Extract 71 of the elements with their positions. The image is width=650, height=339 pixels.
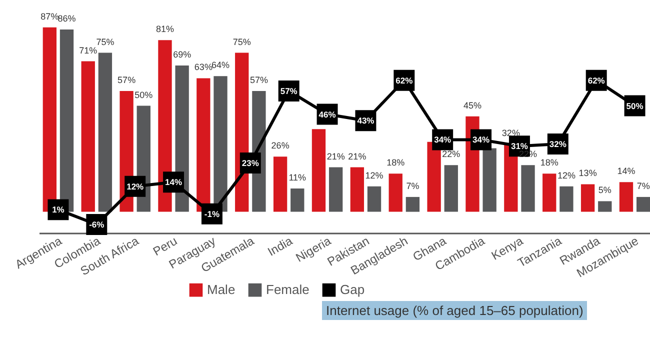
data-label: 5% bbox=[598, 185, 612, 196]
data-label: 57% bbox=[280, 86, 298, 96]
data-label: 75% bbox=[232, 36, 251, 47]
bar bbox=[388, 174, 402, 212]
data-label: -1% bbox=[204, 208, 220, 219]
data-label: 32% bbox=[502, 128, 520, 138]
data-label: 71% bbox=[79, 45, 98, 56]
data-label: 31% bbox=[510, 141, 528, 152]
bar bbox=[350, 167, 364, 212]
data-label: 50% bbox=[134, 90, 153, 100]
data-label: 86% bbox=[58, 13, 76, 24]
bar bbox=[560, 186, 574, 212]
bar bbox=[580, 184, 595, 212]
bar bbox=[542, 174, 556, 212]
bar bbox=[290, 188, 304, 212]
data-label: 50% bbox=[626, 100, 644, 111]
data-label: 12% bbox=[126, 181, 144, 192]
bar bbox=[367, 186, 382, 212]
legend-label: Female bbox=[266, 282, 310, 298]
bar bbox=[482, 148, 496, 212]
text: Internet usage (% of aged 15–65 population) bbox=[322, 301, 588, 320]
data-label: 14% bbox=[165, 177, 182, 188]
data-label: 75% bbox=[96, 36, 114, 47]
bar bbox=[444, 165, 458, 212]
bar bbox=[196, 78, 210, 212]
data-label: 45% bbox=[463, 100, 482, 110]
data-label: 46% bbox=[318, 109, 336, 120]
data-label: 62% bbox=[588, 75, 606, 86]
bar bbox=[406, 196, 420, 212]
legend-label: Gap bbox=[340, 282, 365, 298]
data-label: 11% bbox=[288, 172, 306, 182]
bar bbox=[273, 156, 288, 212]
data-label: -6% bbox=[89, 220, 105, 230]
data-label: 12% bbox=[557, 170, 576, 180]
bar bbox=[598, 201, 612, 212]
bar bbox=[636, 196, 650, 212]
bar bbox=[312, 129, 326, 212]
bar bbox=[427, 142, 441, 212]
bar bbox=[619, 182, 634, 212]
data-label: 57% bbox=[118, 74, 136, 85]
data-label: 34% bbox=[472, 134, 490, 145]
data-label: 63% bbox=[194, 62, 212, 72]
data-label: 22% bbox=[442, 149, 460, 160]
data-label: 87% bbox=[40, 11, 59, 22]
legend-label: Male bbox=[207, 282, 236, 298]
bar bbox=[81, 61, 95, 212]
data-label: 23% bbox=[242, 158, 260, 168]
data-label: 7% bbox=[406, 180, 420, 191]
data-label: 34% bbox=[434, 134, 452, 145]
data-label: 21% bbox=[326, 151, 345, 162]
data-label: 1% bbox=[52, 204, 65, 215]
x-tick-label: India bbox=[265, 234, 296, 259]
data-label: 62% bbox=[396, 75, 414, 86]
data-label: 69% bbox=[173, 50, 192, 60]
data-label: 64% bbox=[212, 60, 230, 70]
data-label: 12% bbox=[365, 170, 384, 180]
data-label: 43% bbox=[357, 116, 375, 126]
bar bbox=[98, 52, 112, 212]
data-label: 32% bbox=[549, 138, 567, 149]
data-label: 7% bbox=[636, 180, 650, 191]
data-label: 14% bbox=[617, 166, 636, 176]
data-label: 13% bbox=[578, 168, 597, 178]
data-label: 18% bbox=[540, 158, 558, 168]
data-label: 21% bbox=[348, 151, 366, 162]
bar bbox=[521, 165, 535, 212]
data-label: 26% bbox=[271, 140, 290, 151]
data-label: 81% bbox=[156, 24, 174, 34]
data-label: 57% bbox=[250, 74, 268, 85]
data-label: 18% bbox=[386, 158, 405, 168]
bar bbox=[214, 76, 228, 212]
bar bbox=[328, 167, 343, 212]
